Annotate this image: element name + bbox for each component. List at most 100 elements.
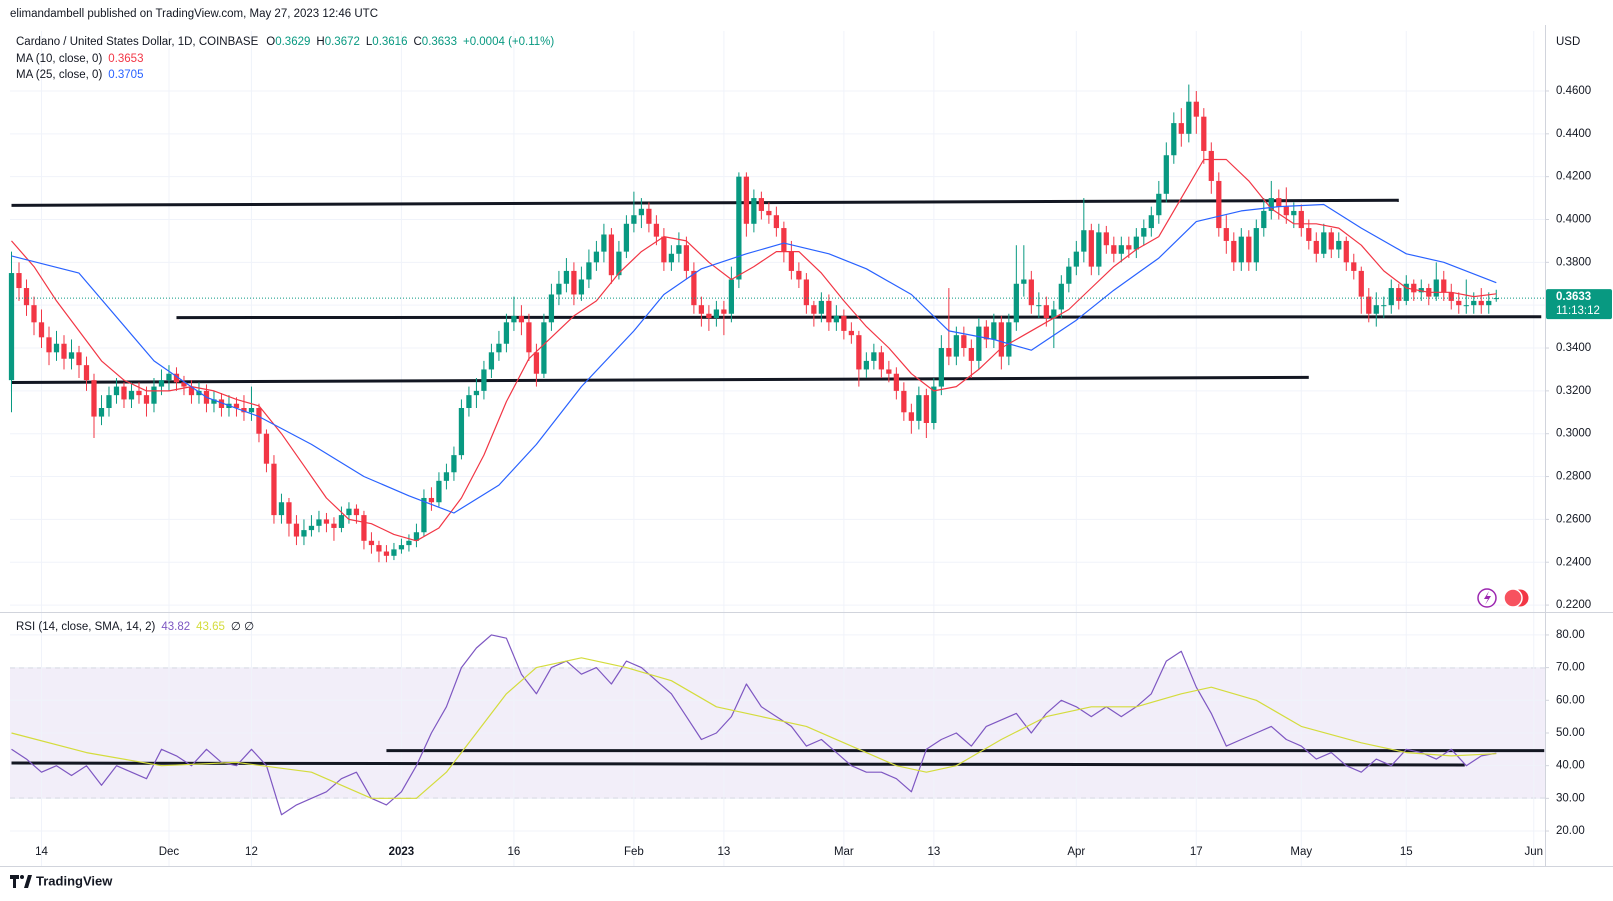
candle-body [661, 236, 667, 263]
candle-body [1388, 288, 1394, 306]
y-tick-label: 0.2400 [1556, 556, 1591, 568]
y-tick-label: 0.4200 [1556, 171, 1591, 183]
candle-body [1178, 123, 1184, 134]
last-price-badge [1546, 289, 1612, 320]
candle-body [698, 305, 705, 314]
candle-body [1111, 245, 1117, 254]
candle-body [1208, 150, 1214, 181]
lightning-glyph [1484, 591, 1491, 605]
candle-body [586, 262, 592, 280]
candle-body [458, 408, 465, 456]
candle-body [511, 315, 517, 323]
candle-body [1486, 300, 1492, 306]
candle-body [248, 408, 255, 413]
candle-body [1471, 300, 1477, 306]
candle-body [736, 176, 742, 280]
candle-body [863, 360, 869, 370]
candle-body [136, 390, 142, 396]
candle-body [1441, 279, 1447, 293]
candle-body [1096, 232, 1102, 267]
text-layer: 0.2200 0.2400 0.2600 0.2800 0.3000 0.3200 0.34… [16, 36, 1612, 858]
y-tick-label: 70.00 [1556, 662, 1585, 674]
candle-body [1366, 296, 1372, 314]
candle-body [113, 386, 120, 396]
candle-body [1373, 305, 1379, 314]
x-tick-label: Jun [1524, 846, 1543, 858]
flag-icon[interactable] [1503, 588, 1523, 608]
candle-body [406, 540, 412, 546]
candle-body [1268, 198, 1274, 211]
candle-body [1043, 305, 1049, 319]
candle-body [263, 433, 270, 464]
logo-slash [24, 875, 32, 888]
candle-body [1118, 245, 1124, 254]
y-tick-label: 0.4000 [1556, 214, 1591, 226]
candle-body [1201, 116, 1207, 151]
candle-body [1253, 228, 1259, 263]
ma-name: MA (10, close, 0) [16, 53, 102, 65]
candle-body [953, 335, 959, 357]
candle-body [1238, 236, 1244, 263]
candle-body [886, 369, 892, 374]
candle-body [293, 523, 300, 537]
candle-body [8, 273, 15, 381]
candle-body [743, 176, 750, 224]
ohlc-value: 0.3616 [372, 36, 407, 48]
y-tick-label: 30.00 [1556, 792, 1585, 804]
candle-body [466, 395, 472, 409]
candle-body [181, 382, 187, 387]
candle-body [1456, 300, 1462, 306]
candle-body [286, 502, 292, 524]
candle-body [1088, 230, 1094, 267]
ohlc-prefix: O [266, 36, 275, 48]
trend-line [11, 375, 1309, 385]
candle-body [976, 326, 982, 361]
candle-body [143, 395, 150, 404]
y-tick-label: 60.00 [1556, 694, 1585, 706]
y-tick-label: 80.00 [1556, 629, 1585, 641]
x-tick-label: 12 [245, 846, 258, 858]
rsi-legend: RSI (14, close, SMA, 14, 2) 43.82 43.65 ∅ ∅ [16, 621, 254, 633]
candle-body [1148, 215, 1154, 229]
candle-body [1298, 210, 1304, 229]
candle-body [646, 208, 652, 224]
candle-body [901, 390, 907, 413]
y-tick-label: 50.00 [1556, 727, 1585, 739]
y-tick-label: 0.4600 [1556, 85, 1591, 97]
candle-body [1358, 270, 1364, 297]
candle-body [623, 223, 630, 252]
candle-body [428, 497, 435, 503]
candle-body [1343, 240, 1349, 263]
candle-body [668, 253, 675, 263]
candle-body [1216, 180, 1222, 229]
candle-body [166, 373, 172, 381]
candle-body [316, 519, 322, 526]
candle-body [1276, 198, 1282, 207]
candle-body [1066, 266, 1072, 284]
y-tick-label: 0.2800 [1556, 471, 1591, 483]
candle-body [353, 508, 360, 516]
ma-name: MA (25, close, 0) [16, 69, 102, 81]
candle-body [923, 395, 929, 423]
candle-body [173, 373, 180, 383]
candle-body [713, 309, 720, 319]
candle-body [878, 352, 884, 370]
candle-body [338, 515, 345, 528]
x-tick-label: 16 [508, 846, 521, 858]
candle-body [998, 322, 1004, 357]
candle-body [76, 352, 82, 366]
candle-body [908, 412, 914, 421]
candle-body [1163, 155, 1169, 194]
candle-body [1411, 283, 1417, 293]
candle-body [1463, 305, 1469, 307]
candle-body [421, 497, 427, 533]
candle-body [848, 330, 854, 336]
x-tick-label: 13 [717, 846, 730, 858]
series-line [11, 158, 1497, 542]
rsi-name: RSI (14, close, SMA, 14, 2) [16, 621, 156, 633]
candle-body [158, 380, 165, 387]
x-tick-label: Mar [834, 846, 854, 858]
candle-body [1478, 300, 1484, 306]
marks-layer [8, 84, 1545, 816]
candle-body [578, 279, 585, 295]
